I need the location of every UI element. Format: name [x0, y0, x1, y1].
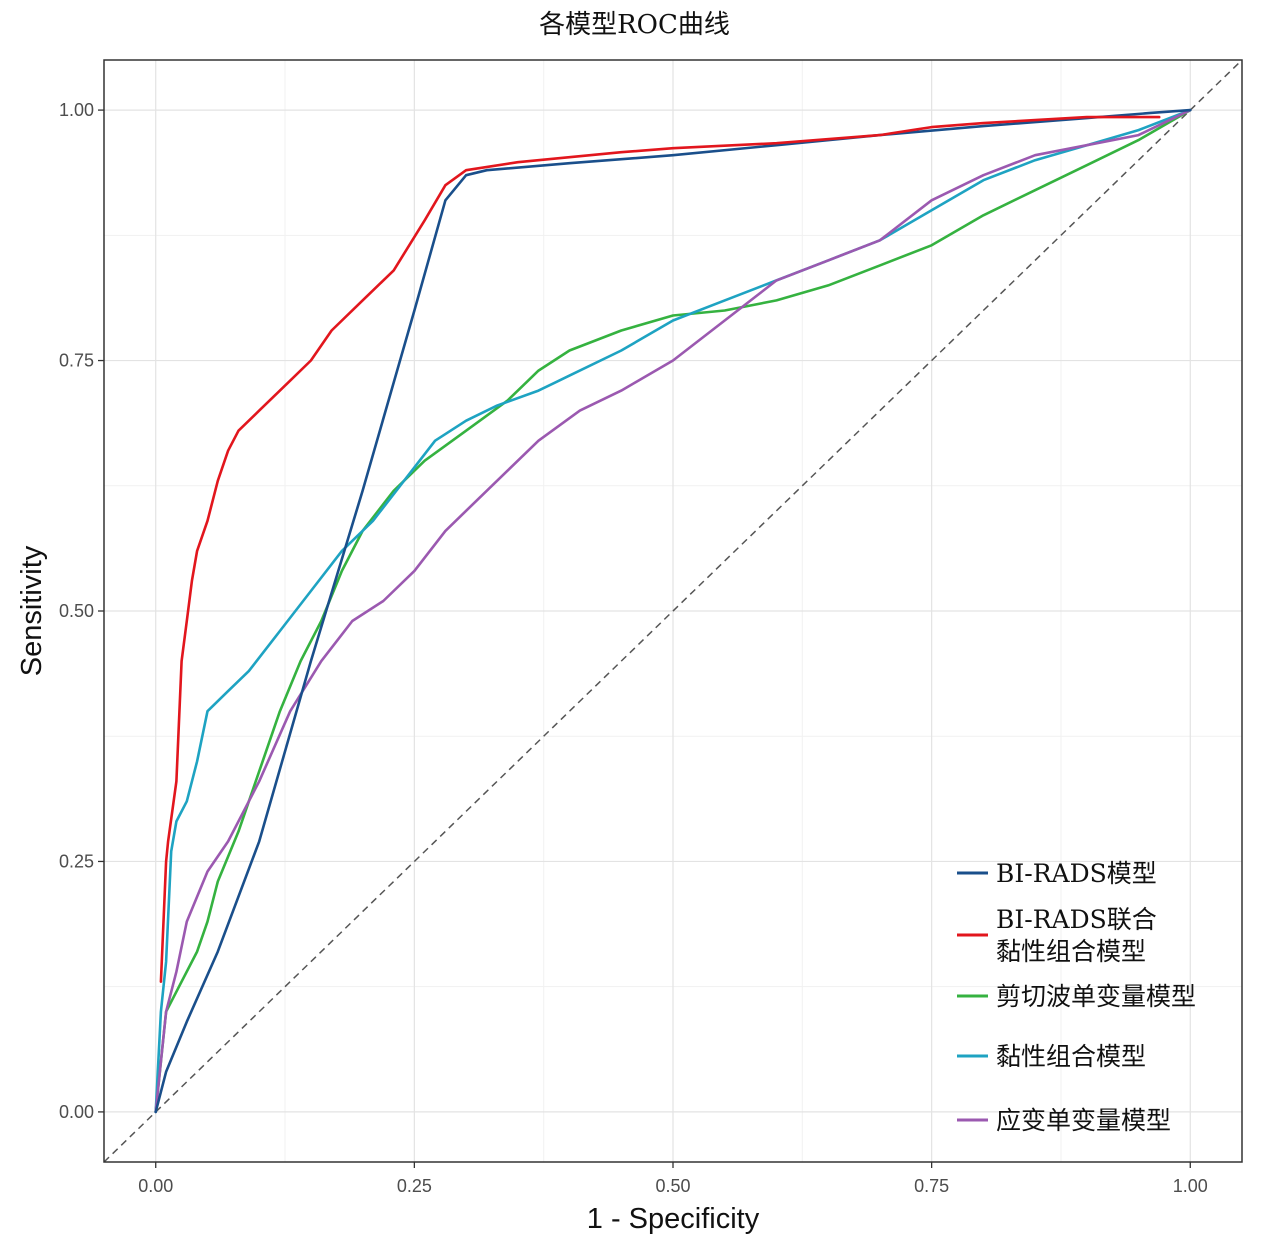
y-tick-label: 1.00 — [59, 100, 94, 120]
legend-label-1: BI-RADS联合 — [996, 905, 1157, 934]
legend-label-4: 应变单变量模型 — [996, 1106, 1171, 1135]
x-tick-label: 1.00 — [1173, 1176, 1208, 1196]
series-line-0 — [154, 108, 1192, 1114]
series-line-2 — [154, 108, 1192, 1114]
x-axis-title: 1 - Specificity — [587, 1203, 760, 1235]
series-line-4 — [154, 108, 1192, 1114]
legend-label-0: BI-RADS模型 — [996, 859, 1157, 888]
ticks-layer: 0.00 0.25 0.50 0.75 1.00 0.00 0.25 0.50 0.75 1.00 — [59, 100, 1208, 1196]
chart-title: 各模型ROC曲线 — [539, 10, 730, 40]
y-tick-label: 0.00 — [59, 1102, 94, 1122]
series-layer — [154, 108, 1192, 1114]
y-tick-label: 0.50 — [59, 601, 94, 621]
y-tick-label: 0.75 — [59, 351, 94, 371]
legend-label-3: 黏性组合模型 — [996, 1042, 1146, 1071]
series-line-1 — [159, 115, 1161, 983]
x-tick-label: 0.75 — [914, 1176, 949, 1196]
legend-label-1: 黏性组合模型 — [996, 937, 1146, 966]
x-tick-label: 0.00 — [138, 1176, 173, 1196]
y-tick-label: 0.25 — [59, 851, 94, 871]
series-line-3 — [154, 108, 1192, 1114]
reference-line-layer — [103, 59, 1243, 1163]
legend: BI-RADS模型BI-RADS联合黏性组合模型剪切波单变量模型黏性组合模型应变… — [957, 859, 1196, 1135]
x-tick-label: 0.50 — [655, 1176, 690, 1196]
y-axis-title: Sensitivity — [16, 545, 48, 676]
legend-label-2: 剪切波单变量模型 — [996, 982, 1196, 1011]
x-tick-label: 0.25 — [397, 1176, 432, 1196]
reference-diagonal-line — [103, 59, 1243, 1163]
